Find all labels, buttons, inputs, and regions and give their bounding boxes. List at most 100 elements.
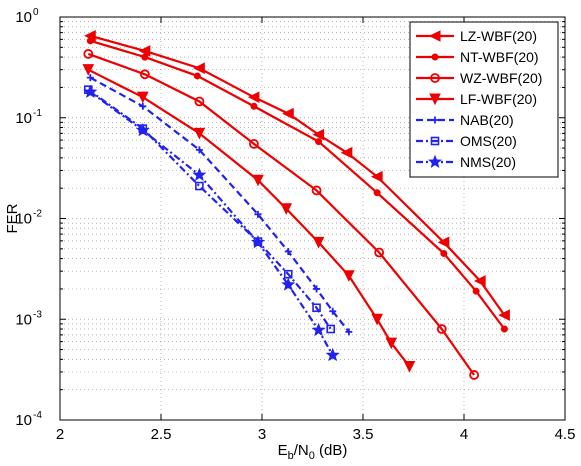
data-point — [325, 347, 340, 362]
data-point — [385, 337, 398, 350]
legend-entry: OMS(20) — [416, 133, 517, 149]
y-axis-label: FER — [4, 203, 21, 233]
y-tick-base: 10 — [15, 412, 32, 429]
data-point — [193, 127, 206, 140]
data-point — [371, 313, 383, 326]
data-point — [326, 324, 335, 334]
data-point — [498, 309, 510, 321]
legend-swatch-marker — [429, 93, 441, 106]
data-point — [192, 167, 207, 181]
legend-label: NMS(20) — [460, 154, 516, 170]
y-tick-exponent: -1 — [33, 108, 42, 119]
data-point — [311, 185, 322, 196]
data-point — [436, 324, 447, 334]
data-point — [340, 146, 353, 159]
x-axis-label-main: E — [278, 442, 288, 459]
data-point — [83, 49, 94, 59]
y-tick-base: 10 — [15, 110, 32, 127]
y-tick-label: 10 — [15, 412, 32, 429]
data-point — [195, 146, 203, 154]
series-line — [87, 52, 475, 376]
x-axis-label-mid: /N — [294, 442, 309, 459]
legend-entry: LF-WBF(20) — [416, 91, 537, 107]
data-point — [437, 236, 450, 249]
x-tick-label: 3 — [258, 426, 266, 443]
data-point — [86, 74, 94, 82]
y-tick-exponent: -3 — [33, 309, 42, 320]
legend-entry: NT-WBF(20) — [416, 49, 539, 65]
data-point — [474, 275, 486, 287]
x-axis-label-sub1: b — [288, 450, 294, 462]
data-point — [139, 69, 150, 80]
legend-label: NAB(20) — [460, 112, 514, 128]
data-point — [472, 287, 480, 295]
data-point — [195, 181, 204, 191]
legend-label: LZ-WBF(20) — [460, 28, 537, 44]
legend-swatch-marker — [428, 30, 441, 42]
data-point — [141, 53, 149, 61]
data-point — [86, 37, 94, 45]
data-point — [193, 72, 201, 80]
y-tick-label: 10 — [15, 110, 32, 127]
data-point — [345, 328, 353, 336]
data-point — [135, 122, 150, 137]
legend-swatch-marker — [431, 116, 439, 124]
data-point — [281, 277, 296, 291]
data-point — [252, 174, 264, 187]
data-point — [329, 307, 337, 315]
data-point — [247, 91, 260, 103]
legend-entry: NMS(20) — [416, 154, 516, 170]
legend-swatch-marker — [430, 73, 440, 83]
x-axis-label: Eb/N0 (dB) — [278, 442, 348, 462]
data-point — [249, 139, 259, 149]
x-axis-label-text: Eb/N0 (dB) — [278, 442, 348, 462]
data-point — [194, 96, 205, 107]
legend-swatch-marker — [431, 53, 439, 61]
data-point — [469, 370, 480, 380]
series-line — [89, 76, 350, 333]
data-point — [250, 234, 265, 249]
data-point — [373, 189, 381, 197]
legend-label: OMS(20) — [460, 133, 517, 149]
data-point — [83, 84, 98, 99]
series-nms-20 — [83, 84, 340, 362]
x-axis-label-sub2: 0 — [309, 450, 315, 462]
y-tick-label: 10 — [15, 311, 32, 328]
x-tick-label: 4 — [460, 426, 468, 443]
y-tick-base: 10 — [15, 9, 32, 26]
y-tick-base: 10 — [15, 311, 32, 328]
data-point — [315, 138, 323, 146]
data-point — [280, 203, 293, 215]
data-point — [139, 102, 147, 110]
y-tick-exponent: -2 — [33, 209, 42, 220]
x-tick-label: 3.5 — [353, 426, 374, 443]
legend-swatch-marker — [430, 136, 440, 146]
data-point — [284, 248, 292, 256]
legend-entry: LZ-WBF(20) — [416, 28, 537, 44]
data-point — [371, 170, 383, 183]
x-tick-label: 2 — [56, 426, 64, 443]
x-tick-label: 2.5 — [151, 426, 172, 443]
series-layer — [82, 30, 510, 380]
data-point — [138, 45, 151, 57]
data-point — [311, 322, 326, 337]
series-lf-wbf-20 — [82, 64, 416, 373]
x-tick-label: 4.5 — [555, 426, 576, 443]
data-point — [250, 102, 258, 110]
data-point — [282, 107, 294, 120]
legend-swatch-marker — [427, 154, 443, 168]
data-point — [440, 249, 448, 257]
data-point — [343, 270, 355, 282]
series-nt-wbf-20 — [86, 37, 508, 333]
data-point — [254, 210, 262, 218]
legend-label: WZ-WBF(20) — [460, 70, 542, 86]
legend-entry: WZ-WBF(20) — [416, 70, 542, 86]
x-axis-label-tail: (dB) — [315, 442, 348, 459]
data-point — [193, 62, 205, 75]
series-nab-20 — [86, 74, 353, 336]
series-wz-wbf-20 — [83, 49, 480, 380]
y-tick-base: 10 — [15, 211, 32, 228]
y-tick-label: 10 — [15, 9, 32, 26]
legend-entry: NAB(20) — [416, 112, 514, 128]
